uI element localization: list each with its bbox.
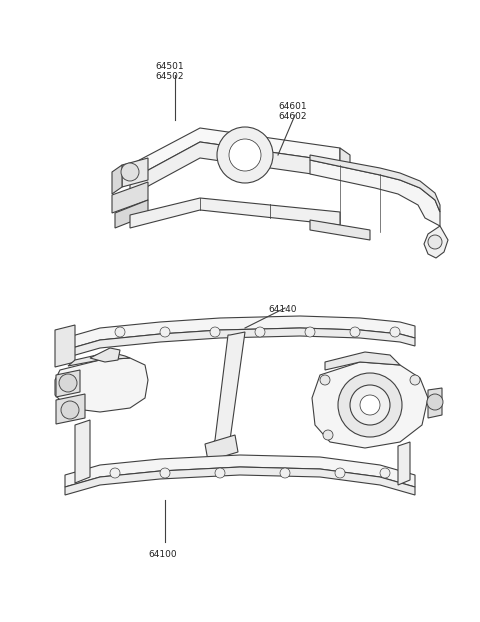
Polygon shape: [130, 142, 350, 196]
Circle shape: [210, 327, 220, 337]
Circle shape: [305, 327, 315, 337]
Circle shape: [255, 327, 265, 337]
Polygon shape: [325, 352, 400, 370]
Circle shape: [110, 468, 120, 478]
Polygon shape: [56, 370, 80, 397]
Polygon shape: [115, 200, 148, 228]
Polygon shape: [310, 155, 440, 212]
Circle shape: [121, 163, 139, 181]
Polygon shape: [65, 455, 415, 487]
Polygon shape: [398, 442, 410, 485]
Circle shape: [350, 385, 390, 425]
Polygon shape: [75, 420, 90, 483]
Circle shape: [350, 327, 360, 337]
Circle shape: [160, 468, 170, 478]
Polygon shape: [65, 328, 415, 358]
Polygon shape: [55, 358, 148, 412]
Polygon shape: [65, 316, 415, 350]
Polygon shape: [65, 467, 415, 495]
Polygon shape: [122, 158, 148, 187]
Circle shape: [59, 374, 77, 392]
Circle shape: [335, 468, 345, 478]
Circle shape: [215, 468, 225, 478]
Polygon shape: [68, 352, 130, 366]
Circle shape: [323, 430, 333, 440]
Polygon shape: [310, 160, 440, 226]
Circle shape: [217, 127, 273, 183]
Circle shape: [115, 327, 125, 337]
Text: 64502: 64502: [155, 72, 183, 81]
Polygon shape: [312, 362, 428, 448]
Circle shape: [428, 235, 442, 249]
Polygon shape: [210, 332, 245, 448]
Polygon shape: [310, 220, 370, 240]
Circle shape: [380, 468, 390, 478]
Circle shape: [338, 373, 402, 437]
Polygon shape: [112, 182, 148, 213]
Polygon shape: [55, 325, 75, 367]
Text: 64601: 64601: [278, 102, 307, 111]
Polygon shape: [428, 388, 442, 418]
Circle shape: [160, 327, 170, 337]
Text: 64100: 64100: [148, 550, 177, 559]
Circle shape: [61, 401, 79, 419]
Polygon shape: [205, 435, 238, 461]
Circle shape: [410, 375, 420, 385]
Circle shape: [390, 327, 400, 337]
Circle shape: [229, 139, 261, 171]
Polygon shape: [90, 348, 120, 362]
Polygon shape: [112, 165, 122, 194]
Text: 64140: 64140: [268, 305, 297, 314]
Circle shape: [427, 394, 443, 410]
Circle shape: [320, 375, 330, 385]
Polygon shape: [130, 198, 340, 228]
Circle shape: [280, 468, 290, 478]
Circle shape: [360, 395, 380, 415]
Text: 64501: 64501: [155, 62, 184, 71]
Polygon shape: [130, 128, 340, 180]
Polygon shape: [56, 394, 85, 424]
Text: 64602: 64602: [278, 112, 307, 121]
Polygon shape: [340, 148, 350, 170]
Polygon shape: [424, 226, 448, 258]
